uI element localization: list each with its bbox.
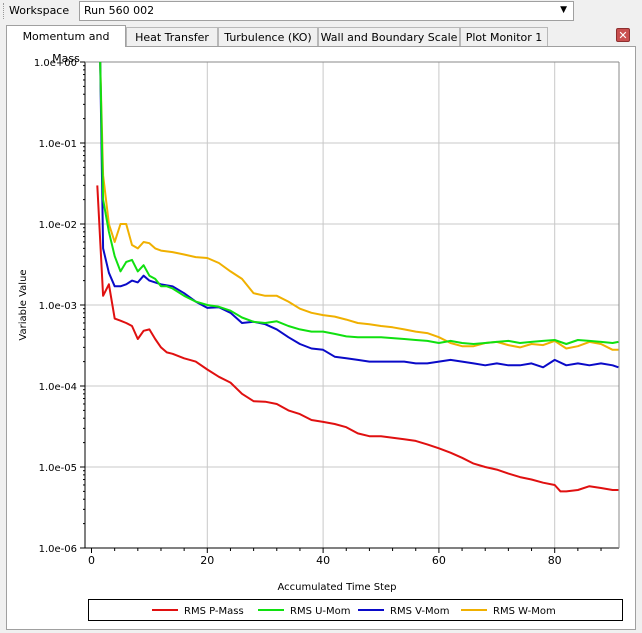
x-tick-label: 60 [432, 554, 446, 567]
toolbar-grip[interactable] [3, 3, 6, 19]
x-tick-label: 80 [548, 554, 562, 567]
y-axis-label: Variable Value [18, 269, 29, 340]
workspace-select-value: Run 560 002 [84, 4, 155, 17]
chevron-down-icon[interactable]: ▼ [560, 5, 567, 15]
workspace-select[interactable]: Run 560 002 ▼ [79, 1, 574, 21]
chart-legend [88, 599, 623, 621]
x-tick-label: 40 [316, 554, 330, 567]
y-tick-label: 1.0e-01 [39, 139, 77, 150]
y-tick-label: 1.0e-06 [39, 544, 77, 555]
workspace-label: Workspace [9, 4, 70, 17]
y-tick-label: 1.0e-03 [39, 301, 77, 312]
tab-heat-transfer[interactable]: Heat Transfer [126, 27, 218, 46]
x-axis-label: Accumulated Time Step [277, 582, 396, 593]
y-tick-label: 1.0e-05 [39, 463, 77, 474]
series-line-rms-u-mom [99, 62, 619, 345]
series-line-rms-w-mom [99, 62, 619, 351]
tab-momentum-and-mass[interactable]: Momentum and Mass [6, 25, 126, 65]
y-tick-label: 1.0e+00 [34, 58, 77, 69]
y-tick-label: 1.0e-04 [39, 382, 77, 393]
tab-turbulence-ko[interactable]: Turbulence (KO) [218, 27, 318, 46]
workspace-bar: Workspace Run 560 002 ▼ [0, 0, 642, 22]
series-line-rms-p-mass [96, 185, 619, 493]
x-tick-label: 20 [200, 554, 214, 567]
x-tick-label: 0 [88, 554, 95, 567]
series-line-rms-v-mom [99, 62, 619, 369]
y-tick-label: 1.0e-02 [39, 220, 77, 231]
series-group [96, 62, 619, 493]
tab-plot-monitor-1[interactable]: Plot Monitor 1 [460, 27, 548, 46]
tab-wall-and-boundary-scale[interactable]: Wall and Boundary Scale [318, 27, 460, 46]
close-icon[interactable]: ✕ [616, 28, 630, 42]
